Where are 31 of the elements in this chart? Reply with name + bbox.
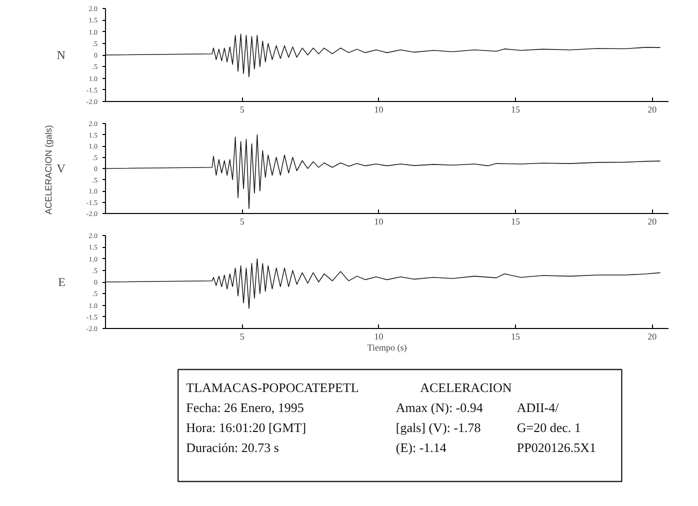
x-tick-label: 20 [648, 104, 658, 114]
text: (E): -1.14 [396, 440, 447, 455]
text: E [58, 275, 66, 289]
text: G=20 dec. 1 [516, 420, 581, 435]
text: TLAMACAS-POPOCATEPETL [186, 380, 359, 395]
text: PP020126.5X1 [516, 440, 596, 455]
x-tick-label: 15 [510, 216, 520, 226]
x-tick-label: 5 [240, 216, 245, 226]
x-tick-label: 10 [374, 216, 384, 226]
line-series [106, 258, 661, 309]
x-tick-label: 10 [374, 332, 384, 342]
text: ACELERACION [420, 380, 512, 395]
text: V [56, 162, 66, 176]
text: Hora: 16:01:20 [GMT] [186, 420, 306, 435]
x-tick-label: 15 [510, 104, 520, 114]
line-series [106, 34, 661, 78]
x-axis-title: Tiempo (s) [367, 342, 407, 352]
x-tick-label: 10 [374, 104, 384, 114]
x-tick-label: 20 [648, 216, 658, 226]
text: Amax (N): -0.94 [396, 400, 484, 415]
text: N [56, 48, 66, 62]
line-series [106, 134, 661, 209]
x-tick-label: 20 [648, 332, 658, 342]
text: Fecha: 26 Enero, 1995 [186, 400, 304, 415]
y-axis-title: ACELERACION (gals) [44, 124, 54, 215]
text: [gals] (V): -1.78 [396, 420, 481, 435]
x-tick-label: 5 [240, 332, 245, 342]
x-tick-label: 5 [240, 104, 245, 114]
text: Duración: 20.73 s [186, 440, 279, 455]
text: ADII-4/ [516, 400, 560, 415]
x-tick-label: 15 [510, 332, 520, 342]
